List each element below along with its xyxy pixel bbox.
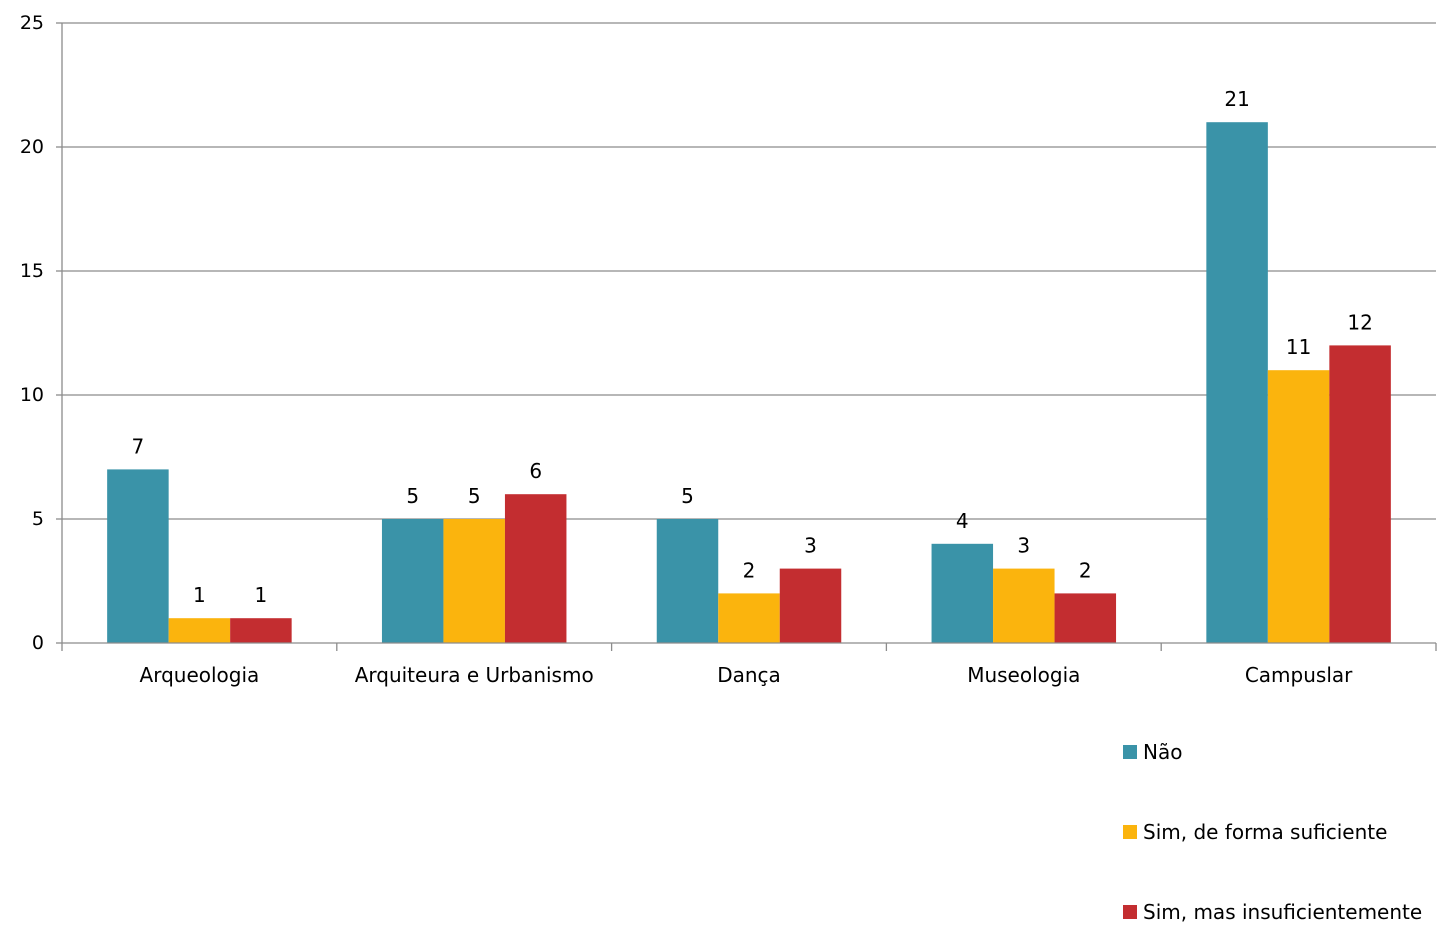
data-label: 5 xyxy=(681,484,694,508)
bars xyxy=(107,122,1391,643)
data-label: 3 xyxy=(1017,534,1030,558)
bar xyxy=(1054,593,1117,643)
bar xyxy=(656,519,719,643)
legend-label: Não xyxy=(1143,740,1182,764)
data-label: 2 xyxy=(1079,558,1092,582)
legend-swatch xyxy=(1123,825,1137,839)
x-category-label: Arqueologia xyxy=(140,663,260,687)
data-label: 12 xyxy=(1347,310,1372,334)
data-label: 5 xyxy=(468,484,481,508)
axes xyxy=(61,23,1437,651)
data-label: 1 xyxy=(193,583,206,607)
data-label: 3 xyxy=(804,534,817,558)
legend-label: Sim, mas insuficientemente xyxy=(1143,900,1422,924)
y-tick-label: 15 xyxy=(20,260,44,282)
bar xyxy=(1206,122,1268,643)
bar xyxy=(779,568,842,643)
bar xyxy=(443,519,505,643)
y-tick-label: 5 xyxy=(32,508,44,530)
bar xyxy=(168,618,231,643)
legend-label: Sim, de forma suficiente xyxy=(1143,820,1387,844)
data-label: 6 xyxy=(529,459,542,483)
bar xyxy=(504,494,567,643)
bar xyxy=(230,618,292,643)
bar xyxy=(1329,345,1391,643)
x-category-label: Dança xyxy=(717,663,781,687)
data-label: 5 xyxy=(406,484,419,508)
y-tick-label: 20 xyxy=(20,136,44,158)
bar xyxy=(993,568,1055,643)
x-category-label: Arquiteura e Urbanismo xyxy=(355,663,594,687)
data-label: 11 xyxy=(1286,335,1311,359)
x-category-label: Campuslar xyxy=(1245,663,1353,687)
bar xyxy=(1267,370,1330,643)
y-tick-label: 10 xyxy=(20,384,44,406)
x-category-label: Museologia xyxy=(967,663,1080,687)
data-label: 2 xyxy=(743,558,756,582)
legend-swatch xyxy=(1123,905,1137,919)
bar xyxy=(718,593,780,643)
bar xyxy=(931,543,994,643)
data-label: 7 xyxy=(132,434,145,458)
bar xyxy=(107,469,169,643)
legend: Não Sim, de forma suficiente Sim, mas insu… xyxy=(1123,740,1422,924)
data-label: 21 xyxy=(1224,87,1249,111)
bar xyxy=(381,519,444,643)
legend-swatch xyxy=(1123,745,1137,759)
x-axis-categories: Arqueologia Arquiteura e Urbanismo Dança Mu… xyxy=(140,663,1354,687)
y-axis-ticks: 0 5 10 15 20 25 xyxy=(20,12,62,654)
y-tick-label: 25 xyxy=(20,12,44,34)
data-label: 4 xyxy=(956,509,969,533)
y-tick-label: 0 xyxy=(32,632,44,654)
data-label: 1 xyxy=(255,583,268,607)
